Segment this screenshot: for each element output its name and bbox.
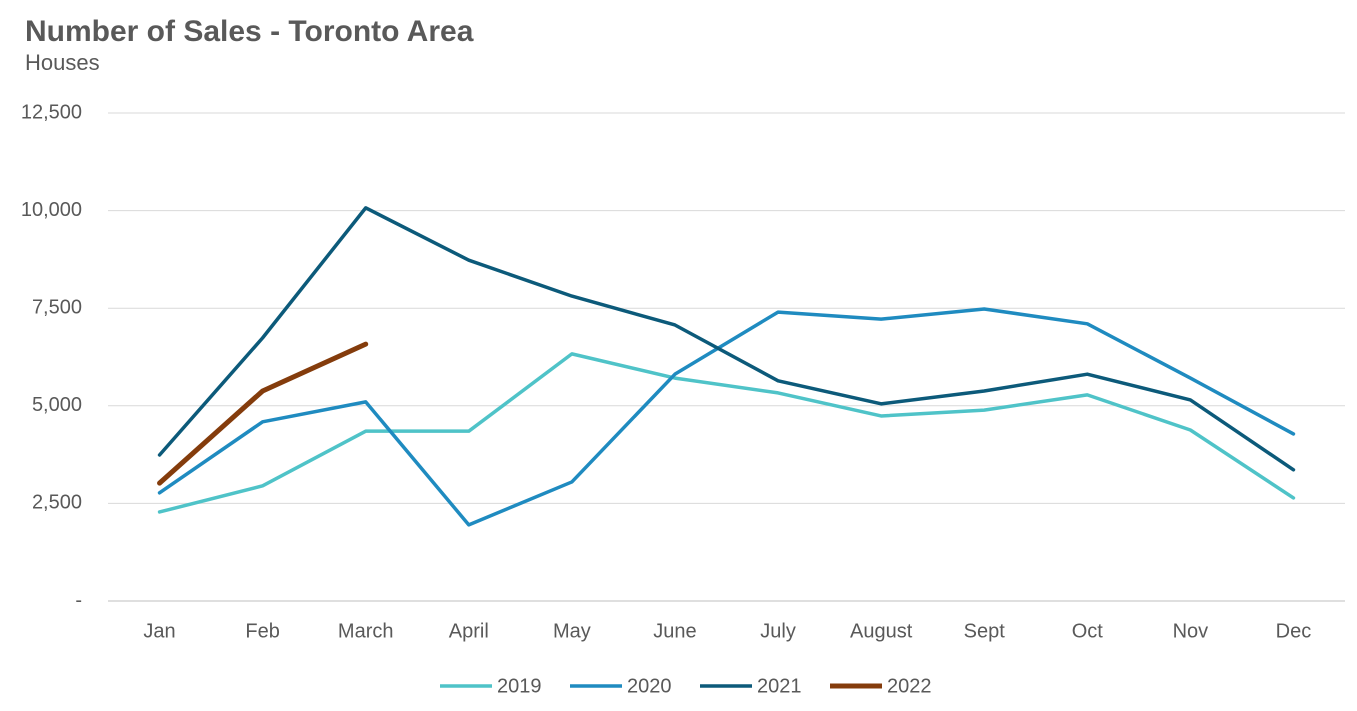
series-line	[157, 307, 1296, 527]
series-line	[157, 206, 1296, 472]
chart-title: Number of Sales - Toronto Area	[25, 15, 474, 48]
x-tick-label: June	[653, 620, 696, 642]
y-tick-label: 2,500	[32, 492, 82, 514]
y-tick-label: 10,000	[21, 199, 82, 221]
x-tick-label: Oct	[1072, 620, 1104, 642]
y-tick-label: 7,500	[32, 296, 82, 318]
x-tick-label: March	[338, 620, 394, 642]
legend-label: 2020	[627, 675, 672, 697]
series-line	[157, 352, 1296, 514]
y-tick-label: -	[75, 589, 82, 611]
x-tick-label: Jan	[143, 620, 175, 642]
x-tick-label: April	[449, 620, 489, 642]
x-tick-label: August	[850, 620, 913, 642]
legend-label: 2019	[497, 675, 542, 697]
legend-label: 2022	[887, 675, 932, 697]
x-tick-label: July	[760, 620, 796, 642]
x-tick-label: Dec	[1276, 620, 1312, 642]
x-tick-label: Feb	[245, 620, 279, 642]
series-line	[157, 341, 369, 486]
y-tick-label: 5,000	[32, 394, 82, 416]
x-tick-label: Sept	[964, 620, 1006, 642]
chart-subtitle: Houses	[25, 50, 100, 75]
x-tick-label: May	[553, 620, 591, 642]
y-tick-label: 12,500	[21, 101, 82, 123]
legend-label: 2021	[757, 675, 802, 697]
x-tick-label: Nov	[1173, 620, 1209, 642]
